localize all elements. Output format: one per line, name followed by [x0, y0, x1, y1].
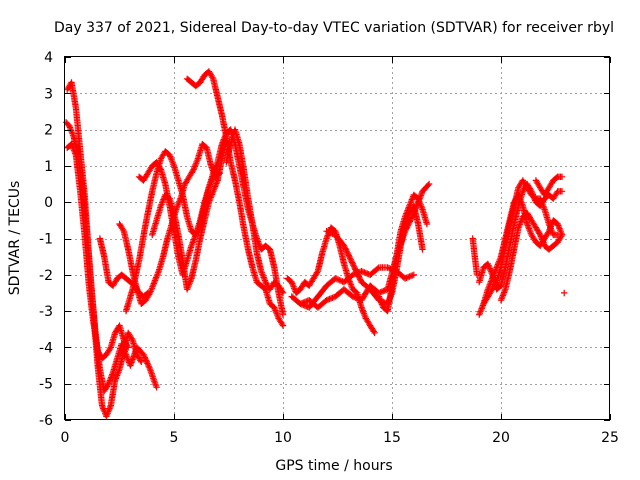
series-track-u — [469, 235, 481, 278]
data-marks — [62, 68, 568, 420]
y-tick-label: 1 — [44, 159, 53, 175]
x-tick-label: 0 — [61, 430, 70, 446]
x-tick-label: 5 — [170, 430, 179, 446]
series-track-o — [375, 191, 431, 315]
series-track-s — [497, 209, 566, 304]
y-tick-label: -2 — [39, 268, 53, 284]
series-track-h — [149, 137, 230, 293]
series-marker-path — [183, 68, 287, 329]
y-axis-label: SDTVAR / TECUs — [7, 181, 23, 296]
series-marker-path — [532, 173, 566, 199]
y-tick-label: 0 — [44, 195, 53, 211]
series-track-j — [223, 126, 287, 297]
series-marker-path — [480, 191, 566, 307]
series-marker-path — [64, 140, 132, 362]
y-tick-label: -3 — [39, 304, 53, 320]
x-tick-label: 15 — [383, 430, 401, 446]
series-track-t — [532, 173, 566, 199]
series-marker-path — [288, 264, 417, 311]
x-tick-label: 20 — [492, 430, 510, 446]
y-tick-label: -1 — [39, 232, 53, 248]
series-track-c — [64, 140, 132, 362]
x-tick-label: 25 — [601, 430, 619, 446]
series-marker-path — [469, 235, 481, 278]
series-track-l — [288, 264, 417, 311]
series-marker-path — [149, 137, 230, 293]
x-axis-ticks: 0 5 10 15 20 25 — [61, 57, 619, 446]
series-track-r — [480, 191, 566, 307]
x-axis-label: GPS time / hours — [275, 458, 392, 474]
series-marker-path — [561, 289, 568, 297]
series-marker-path — [375, 191, 431, 315]
plot-frame — [64, 56, 610, 420]
series-marker-path — [223, 126, 287, 297]
y-tick-label: 2 — [44, 123, 53, 139]
series-marker-path — [497, 209, 566, 304]
chart-title: Day 337 of 2021, Sidereal Day-to-day VTE… — [54, 20, 614, 36]
y-tick-label: -5 — [39, 377, 53, 393]
y-tick-label: 3 — [44, 86, 53, 102]
y-tick-label: -4 — [39, 340, 53, 356]
series-track-v — [561, 289, 568, 297]
series-track-i — [183, 68, 287, 329]
y-tick-label: -6 — [39, 413, 53, 429]
y-axis-ticks: -6 -5 -4 -3 -2 -1 0 1 2 3 4 — [39, 50, 610, 429]
x-tick-label: 10 — [274, 430, 292, 446]
y-tick-label: 4 — [44, 50, 53, 66]
